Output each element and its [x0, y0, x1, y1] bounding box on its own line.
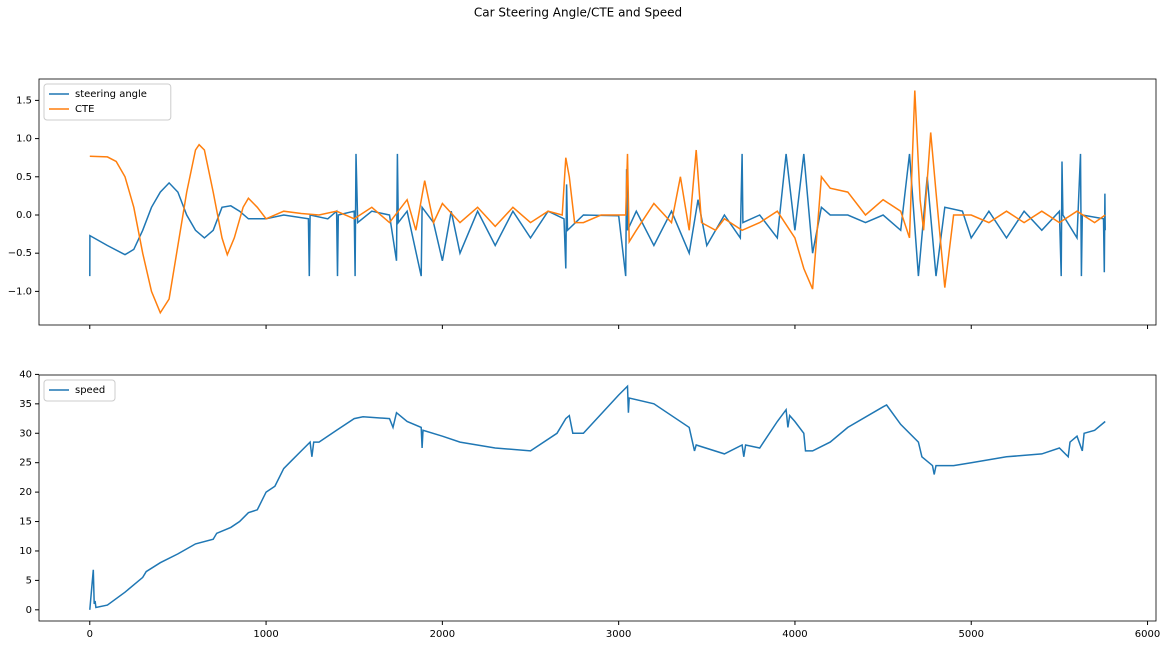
y-tick-label: −0.5	[8, 248, 32, 259]
y-tick-label: 0.0	[16, 210, 32, 221]
data-line	[89, 384, 1106, 610]
y-tick-label: 5	[26, 575, 32, 586]
x-tick-label: 6000	[1135, 629, 1160, 640]
legend-box	[43, 83, 172, 121]
y-tick-label: −1.0	[8, 286, 32, 297]
x-tick-label: 3000	[606, 629, 631, 640]
x-tick-label: 1000	[253, 629, 278, 640]
legend-box	[43, 379, 116, 402]
axes-frame	[38, 78, 1157, 326]
y-tick-label: 10	[19, 546, 32, 557]
y-tick-label: 1.0	[16, 134, 32, 145]
data-line	[89, 90, 1106, 315]
y-tick-label: 30	[19, 428, 32, 439]
axes-frame	[38, 374, 1157, 622]
x-tick-label: 4000	[782, 629, 807, 640]
x-tick-label: 0	[87, 629, 93, 640]
y-tick-label: 1.5	[16, 95, 32, 106]
figure-title: Car Steering Angle/CTE and Speed	[474, 6, 682, 20]
legend-label: steering angle	[75, 89, 147, 100]
x-tick-label: 5000	[959, 629, 984, 640]
y-tick-label: 0	[26, 605, 32, 616]
y-tick-label: 0.5	[16, 172, 32, 183]
y-tick-label: 20	[19, 487, 32, 498]
legend-label: speed	[75, 385, 105, 396]
y-tick-label: 35	[19, 399, 32, 410]
y-tick-label: 40	[19, 369, 32, 380]
y-tick-label: 25	[19, 458, 32, 469]
y-tick-label: 15	[19, 517, 32, 528]
legend-label: CTE	[75, 104, 94, 115]
x-tick-label: 2000	[430, 629, 455, 640]
